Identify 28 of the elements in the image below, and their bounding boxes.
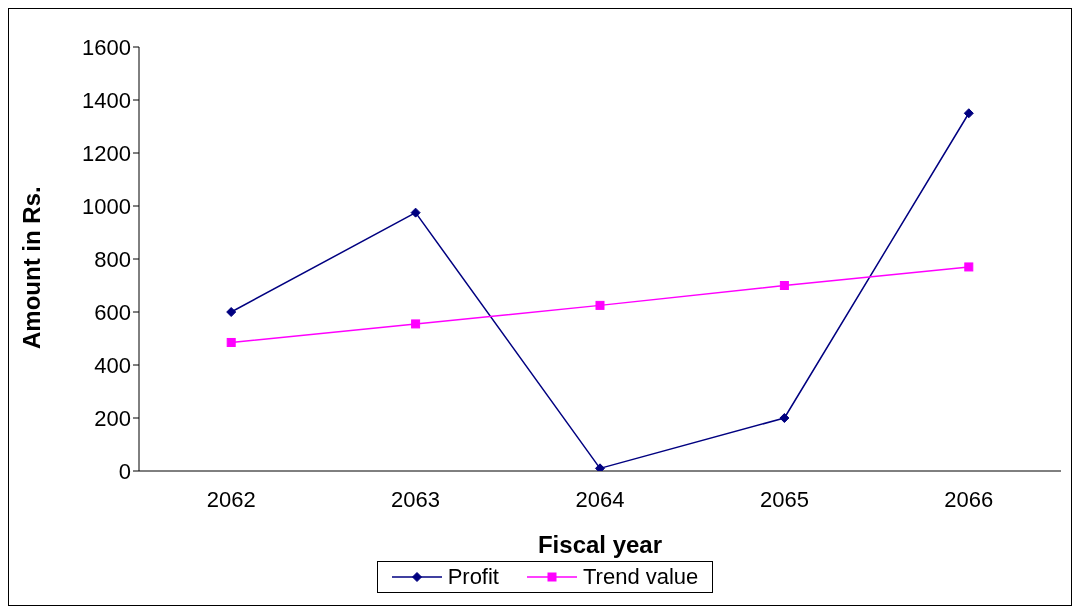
point: [226, 307, 237, 317]
y-tick-label: 1400: [82, 87, 131, 113]
x-tick-label: 2064: [575, 486, 625, 512]
x-tick-label: 2062: [206, 486, 256, 512]
y-tick-label: 1600: [82, 34, 131, 60]
x-axis-title: Fiscal year: [537, 531, 663, 558]
y-tick-label: 1200: [82, 140, 131, 166]
point: [779, 413, 790, 423]
x-tick-label: 2066: [944, 486, 994, 512]
point: [963, 108, 974, 119]
legend-label: Trend value: [582, 564, 699, 590]
y-tick-label: 400: [94, 352, 131, 378]
point: [226, 337, 236, 347]
y-tick-label: 800: [94, 246, 131, 272]
y-tick-label: 0: [118, 458, 131, 484]
legend-label: Profit: [446, 564, 499, 590]
y-tick-label: 1000: [82, 193, 131, 219]
x-tick-label: 2065: [759, 486, 809, 512]
point: [595, 300, 605, 310]
y-tick-label: 600: [94, 299, 131, 325]
y-tick-label: 200: [94, 405, 131, 431]
point: [595, 463, 605, 471]
point: [779, 281, 789, 290]
point: [410, 207, 421, 218]
point: [411, 319, 421, 329]
point: [964, 262, 974, 272]
y-axis-title: Amount in Rs.: [17, 186, 45, 349]
x-tick-label: 2063: [391, 486, 441, 512]
